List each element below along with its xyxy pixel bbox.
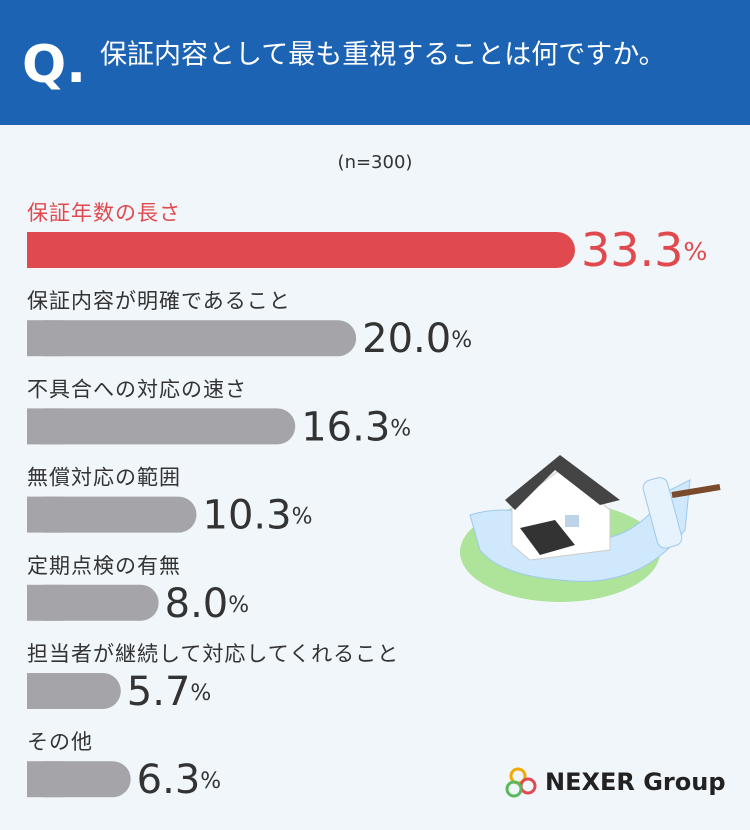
question-badge: Q.	[22, 35, 86, 95]
category-label: 保証年数の長さ	[27, 201, 181, 225]
house-illustration	[460, 455, 721, 602]
logo-text: NEXER Group	[545, 768, 726, 796]
category-label: 保証内容が明確であること	[27, 289, 291, 313]
value-label: 33.3%	[581, 223, 707, 277]
value-label: 20.0%	[362, 316, 472, 362]
category-label: 定期点検の有無	[27, 554, 181, 578]
chart-subtitle: (n=300)	[338, 152, 413, 173]
bar	[27, 320, 357, 357]
bar-base	[27, 496, 63, 533]
bar-base	[27, 673, 63, 709]
value-label: 5.7%	[127, 669, 212, 715]
category-label: 無償対応の範囲	[27, 466, 181, 490]
category-label: その他	[27, 730, 93, 754]
header-band	[0, 0, 750, 125]
bar	[27, 408, 296, 445]
bar-base	[27, 232, 63, 268]
bar-base	[27, 584, 63, 621]
bar-base	[27, 408, 63, 445]
value-label: 10.3%	[203, 493, 313, 539]
bar-base	[27, 761, 63, 798]
logo: NEXER Group	[505, 767, 726, 798]
bar	[27, 232, 575, 268]
value-label: 6.3%	[137, 757, 222, 803]
bar-base	[27, 320, 63, 357]
bar	[27, 496, 197, 533]
category-label: 不具合への対応の速さ	[27, 377, 247, 401]
value-label: 8.0%	[165, 581, 250, 627]
chart-title: 保証内容として最も重視することは何ですか。	[100, 40, 666, 71]
value-label: 16.3%	[301, 404, 411, 450]
category-label: 担当者が継続して対応してくれること	[27, 642, 399, 666]
